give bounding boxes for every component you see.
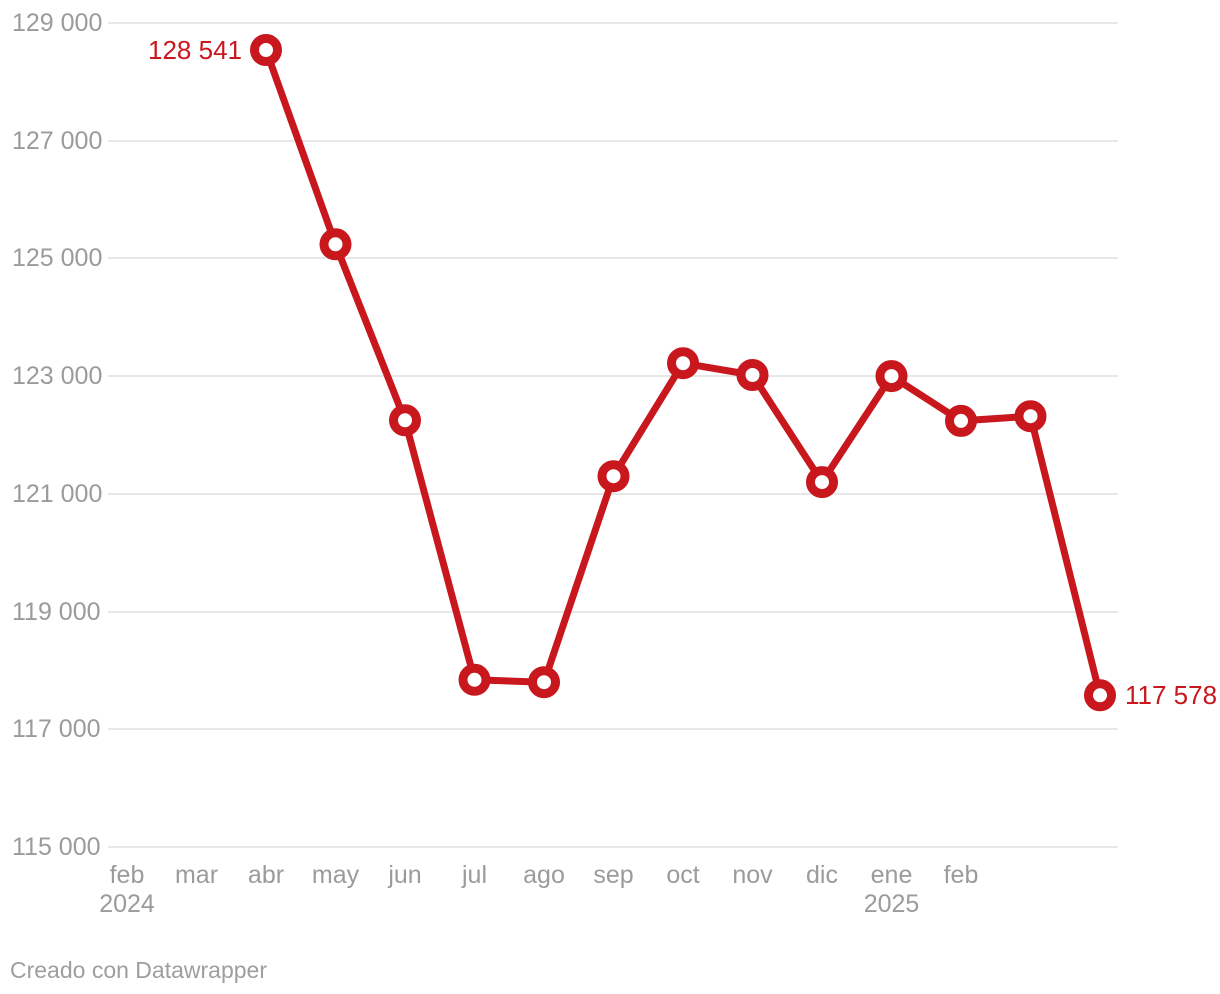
data-point-marker (806, 466, 838, 499)
first-point-value-label: 128 541 (148, 35, 242, 65)
x-axis-tick-label: feb (109, 861, 145, 889)
x-axis-tick-label: abr (247, 861, 285, 889)
x-axis-year-label: 2024 (99, 890, 155, 918)
y-axis-tick-label: 123 000 (12, 362, 103, 390)
x-axis-tick-label: jul (461, 861, 487, 889)
x-axis-tick-label: sep (593, 861, 634, 889)
last-point-value-label: 117 578 (1125, 680, 1218, 710)
data-point-marker (458, 663, 491, 696)
x-axis-tick-label: nov (732, 861, 773, 889)
data-point-marker (945, 404, 977, 437)
x-axis-year-label: 2025 (863, 890, 920, 918)
data-point-marker (1014, 400, 1047, 433)
y-axis-tick-label: 117 000 (12, 715, 101, 743)
x-axis-tick-label: dic (806, 861, 838, 889)
x-axis-tick-label: mar (174, 861, 219, 889)
y-gridline (108, 493, 1118, 495)
y-gridline (108, 22, 1118, 24)
y-axis-tick-label: 121 000 (12, 480, 103, 508)
x-axis-tick-label: ene (870, 861, 913, 889)
x-axis-tick-label: jun (388, 861, 422, 889)
data-point-marker (250, 34, 282, 66)
data-point-marker (389, 404, 421, 437)
data-point-marker (736, 359, 769, 391)
data-point-marker (667, 347, 699, 380)
y-gridline (108, 140, 1118, 142)
y-gridline (108, 846, 1118, 848)
y-gridline (108, 375, 1118, 377)
x-axis-tick-label: ago (523, 861, 565, 889)
data-point-marker (875, 360, 908, 393)
x-axis-tick-label: oct (666, 861, 700, 889)
y-gridline (108, 257, 1118, 259)
y-gridline (108, 728, 1118, 730)
data-point-marker (1084, 679, 1116, 712)
x-axis-tick-label: feb (943, 861, 979, 889)
y-axis-tick-label: 127 000 (12, 127, 103, 155)
data-point-marker (528, 666, 560, 699)
y-gridline (108, 611, 1118, 613)
y-axis-tick-label: 119 000 (12, 598, 101, 626)
y-axis-tick-label: 129 000 (12, 9, 103, 37)
datawrapper-credit-link[interactable]: Creado con Datawrapper (10, 957, 267, 983)
y-axis-tick-label: 115 000 (12, 833, 101, 861)
y-axis-tick-label: 125 000 (12, 244, 103, 272)
data-point-marker (597, 460, 630, 493)
data-point-marker (319, 228, 352, 261)
x-axis-tick-label: may (311, 861, 360, 889)
